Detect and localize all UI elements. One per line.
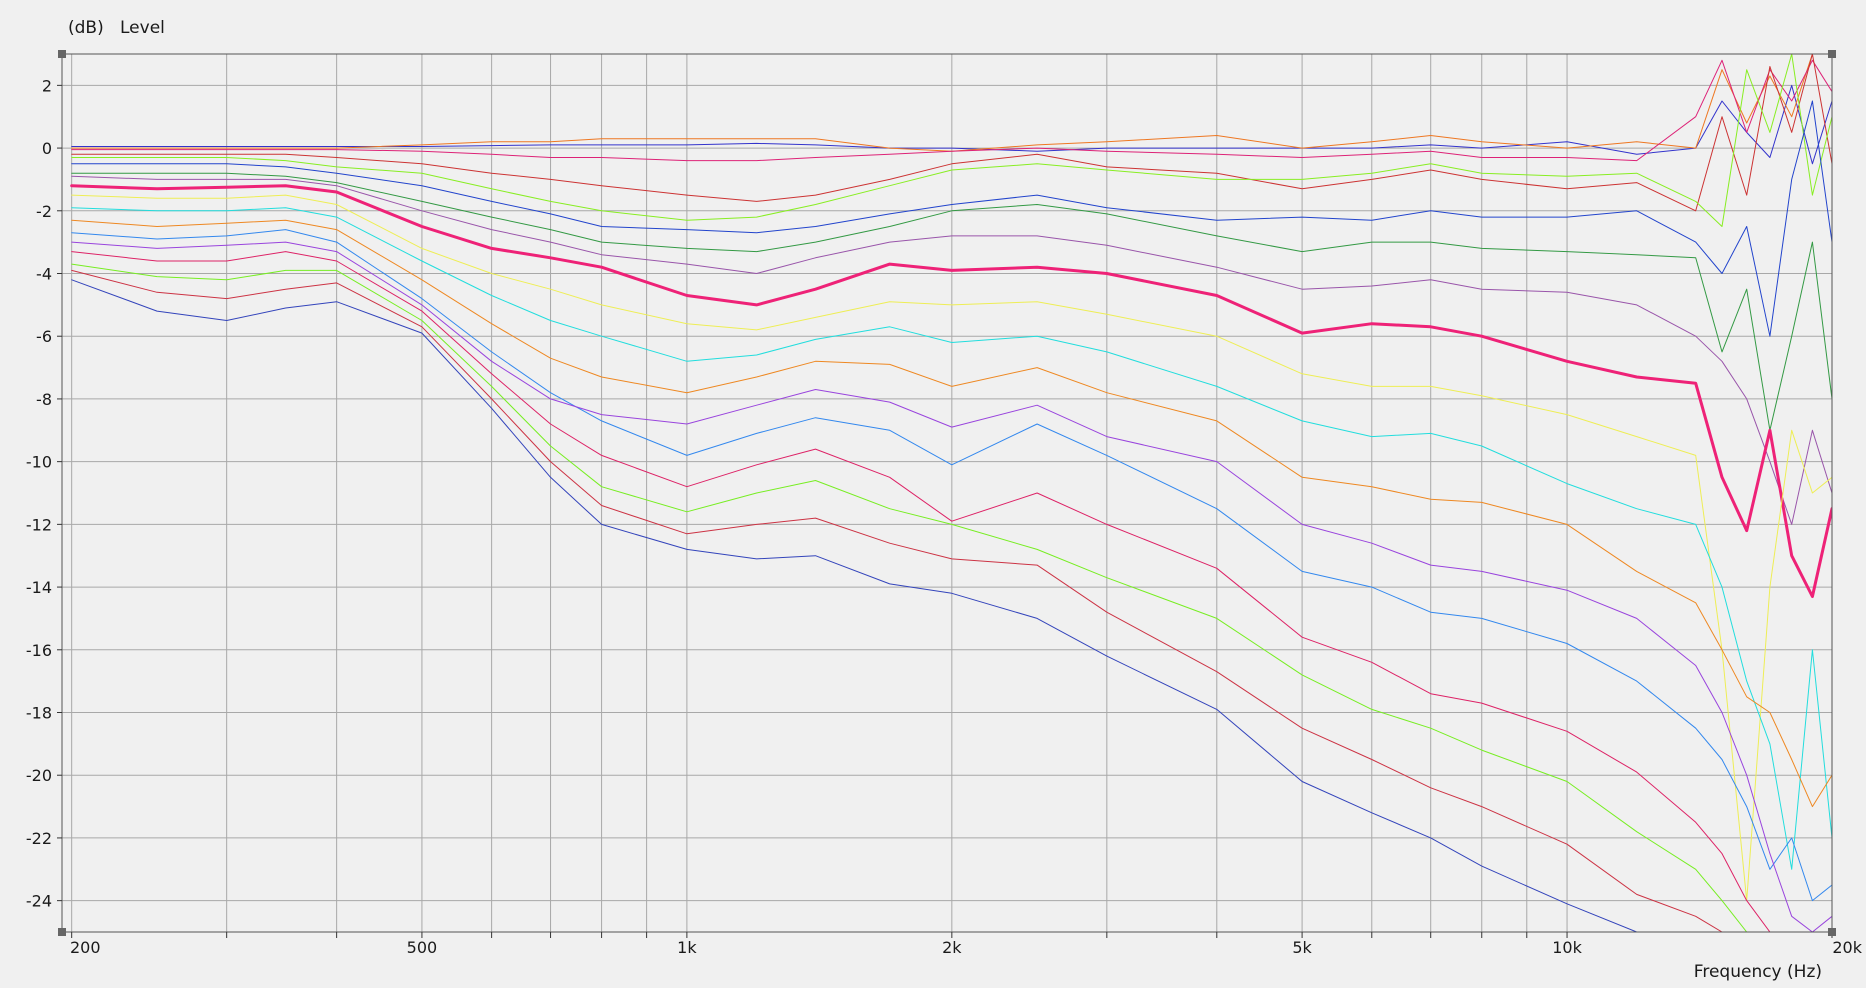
series-line-6 <box>71 100 1832 337</box>
corner-marker <box>1828 928 1836 936</box>
series-line-14 <box>71 241 1832 932</box>
series-line-18 <box>71 279 1832 932</box>
series-line-3 <box>71 59 1832 162</box>
series-line-5 <box>71 54 1832 227</box>
series-layer <box>70 54 1832 932</box>
corner-marker <box>58 50 66 58</box>
series-line-4 <box>71 54 1832 212</box>
series-line-12 <box>71 219 1832 808</box>
y-tick-label: -20 <box>26 766 52 785</box>
y-tick-label: -14 <box>26 578 52 597</box>
series-line-16 <box>71 263 1832 932</box>
x-tick-label: 1k <box>677 938 697 957</box>
x-tick-label: 10k <box>1552 938 1582 957</box>
x-axis-label: Frequency (Hz) <box>1694 962 1822 982</box>
x-tick-label: 2k <box>942 938 962 957</box>
y-tick-label: -4 <box>36 265 52 284</box>
x-tick-label: 5k <box>1292 938 1312 957</box>
corner-marker <box>58 928 66 936</box>
y-tick-label: 0 <box>42 139 52 158</box>
series-line-9 <box>70 184 1832 598</box>
series-line-2 <box>71 54 1832 152</box>
x-tick-label: 500 <box>407 938 438 957</box>
series-line-13 <box>71 229 1832 902</box>
corner-marker <box>1828 50 1836 58</box>
y-tick-label: -6 <box>36 327 52 346</box>
y-tick-label: -8 <box>36 390 52 409</box>
y-tick-label: 2 <box>42 76 52 95</box>
grid-layer <box>62 54 1833 932</box>
y-tick-label: -22 <box>26 829 52 848</box>
axes-layer: 2 0 -2 -4 -6 -8 -10 -12 -14 -16 -18 -20 -22 -24 200 500… <box>26 50 1863 957</box>
plot-frame <box>61 53 1833 933</box>
series-line-15 <box>71 251 1832 932</box>
y-tick-label: -12 <box>26 515 52 534</box>
y-axis-unit: (dB) <box>68 18 104 38</box>
y-tick-label: -2 <box>36 202 52 221</box>
series-line-7 <box>71 172 1832 431</box>
series-line-11 <box>71 207 1832 870</box>
y-tick-label: -18 <box>26 704 52 723</box>
y-tick-label: -10 <box>26 453 52 472</box>
x-tick-label: 20k <box>1832 938 1862 957</box>
y-tick-label: -24 <box>26 892 52 911</box>
series-line-17 <box>71 269 1832 932</box>
x-tick-label: 200 <box>70 938 101 957</box>
y-axis-label: Level <box>120 18 165 38</box>
y-tick-label: -16 <box>26 641 52 660</box>
series-line-10 <box>71 194 1832 902</box>
series-line-8 <box>71 175 1832 525</box>
